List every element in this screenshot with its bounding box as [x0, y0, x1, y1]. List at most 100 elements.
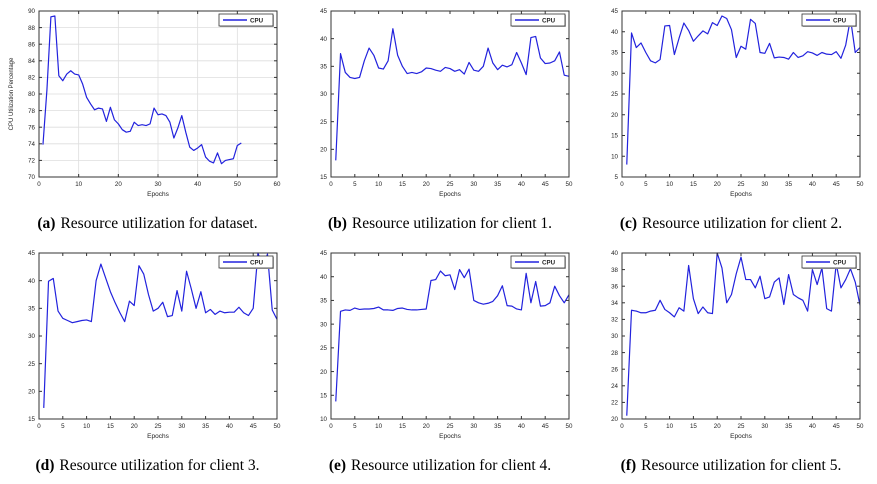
svg-text:10: 10: [320, 416, 327, 423]
tick-marks-f: [621, 252, 861, 420]
svg-text:10: 10: [83, 423, 90, 430]
tick-marks-b: [330, 10, 570, 178]
tick-marks-a: [38, 10, 277, 178]
svg-text:5: 5: [353, 423, 357, 430]
svg-text:40: 40: [809, 181, 816, 188]
svg-text:45: 45: [611, 8, 618, 15]
grid-a: [38, 11, 277, 177]
subplot-c-caption: (c) Resource utilization for client 2.: [620, 215, 842, 234]
svg-text:5: 5: [644, 181, 648, 188]
legend-label: CPU: [833, 259, 847, 266]
svg-text:50: 50: [233, 181, 240, 188]
svg-text:15: 15: [320, 392, 327, 399]
svg-text:40: 40: [611, 29, 618, 36]
svg-text:15: 15: [690, 181, 697, 188]
svg-text:36: 36: [611, 283, 618, 290]
subplot-e-caption-label: (e): [328, 457, 347, 474]
subplot-a-caption-text: Resource utilization for dataset.: [60, 215, 258, 232]
subplot-d-caption-text: Resource utilization for client 3.: [59, 457, 260, 474]
svg-text:20: 20: [320, 147, 327, 154]
svg-text:5: 5: [61, 423, 65, 430]
svg-text:25: 25: [320, 345, 327, 352]
subplot-a: 0 10 20 30 40 50 60 70 72 74 76 78 80 82 84 86 88 90 Epoch…: [0, 0, 295, 242]
svg-text:25: 25: [738, 181, 745, 188]
subplot-d: 0 5 10 15 20 25 30 35 40 45 50 15 20 25 30 35 40 45 Epochs…: [0, 242, 295, 484]
svg-text:78: 78: [28, 108, 35, 115]
svg-text:38: 38: [611, 267, 618, 274]
svg-text:20: 20: [714, 181, 721, 188]
y-tick-labels-a: 70 72 74 76 78 80 82 84 86 88 90: [28, 8, 35, 181]
svg-text:45: 45: [542, 423, 549, 430]
plot-area-f: [621, 252, 861, 420]
svg-text:45: 45: [28, 250, 35, 257]
svg-text:30: 30: [178, 423, 185, 430]
svg-text:35: 35: [494, 423, 501, 430]
svg-text:20: 20: [130, 423, 137, 430]
svg-text:35: 35: [785, 181, 792, 188]
svg-text:30: 30: [154, 181, 161, 188]
svg-text:10: 10: [666, 181, 673, 188]
svg-text:25: 25: [154, 423, 161, 430]
legend-e: CPU: [510, 255, 566, 269]
svg-text:0: 0: [37, 423, 41, 430]
y-tick-labels-e: 10 15 20 25 30 35 40 45: [320, 250, 327, 423]
svg-text:34: 34: [611, 300, 618, 307]
series-line-cpu-b: [335, 28, 570, 161]
svg-text:5: 5: [615, 174, 619, 181]
svg-text:30: 30: [761, 423, 768, 430]
svg-text:0: 0: [620, 181, 624, 188]
subplot-c: 0 5 10 15 20 25 30 35 40 45 50 5 10 15 20 25 30 35 40 45 Epo…: [585, 0, 877, 242]
plot-area-c: [621, 10, 861, 178]
svg-text:50: 50: [857, 181, 864, 188]
chart-e-cpu-utilization: 0 5 10 15 20 25 30 35 40 45 50 10 15 20 25 30 35 40 45 Epoc…: [320, 250, 573, 440]
svg-text:0: 0: [37, 181, 41, 188]
svg-text:20: 20: [114, 181, 121, 188]
svg-text:45: 45: [320, 8, 327, 15]
svg-text:15: 15: [399, 181, 406, 188]
svg-text:45: 45: [249, 423, 256, 430]
chart-c-cpu-utilization: 0 5 10 15 20 25 30 35 40 45 5051015202530354045Epo…: [611, 8, 864, 198]
svg-text:5: 5: [353, 181, 357, 188]
svg-text:15: 15: [399, 423, 406, 430]
subplot-b-caption-text: Resource utilization for client 1.: [351, 215, 553, 232]
svg-text:90: 90: [28, 8, 35, 15]
x-axis-label-f: Epochs: [730, 433, 752, 440]
svg-text:20: 20: [423, 181, 430, 188]
legend-d: CPU: [218, 255, 274, 269]
svg-text:30: 30: [470, 423, 477, 430]
svg-text:50: 50: [566, 181, 573, 188]
legend-a: CPU: [218, 13, 274, 27]
svg-text:5: 5: [644, 423, 648, 430]
y-tick-labels-f: 20 22 24 26 28 30 32 34 36 38 40: [611, 250, 618, 423]
svg-text:40: 40: [320, 274, 327, 281]
y-tick-labels-c: 5 10 15 20 25 30 35 40 45: [611, 8, 618, 181]
svg-text:10: 10: [75, 181, 82, 188]
svg-text:25: 25: [447, 181, 454, 188]
chart-b-cpu-utilization: 0 5 10 15 20 25 30 35 40 45 50 15 20 25 30 35 40 45 Epochs…: [320, 8, 573, 198]
x-tick-labels-a: 0 10 20 30 40 50 60: [37, 181, 281, 188]
svg-text:30: 30: [320, 91, 327, 98]
subplot-e-caption-text: Resource utilization for client 4.: [351, 457, 552, 474]
svg-text:28: 28: [611, 350, 618, 357]
svg-text:40: 40: [194, 181, 201, 188]
legend-f: CPU: [801, 255, 857, 269]
svg-text:30: 30: [320, 321, 327, 328]
x-axis-label-c: Epochs: [730, 191, 752, 198]
legend-label: CPU: [250, 259, 264, 266]
x-axis-label-a: Epochs: [147, 191, 169, 198]
svg-text:80: 80: [28, 91, 35, 98]
x-tick-labels-d: 0 5 10 15 20 25 30 35 40 45 50: [37, 423, 281, 430]
svg-text:0: 0: [329, 181, 333, 188]
svg-text:35: 35: [611, 50, 618, 57]
svg-text:0: 0: [620, 423, 624, 430]
svg-text:25: 25: [320, 119, 327, 126]
plot-area-e: [330, 252, 570, 420]
legend-c: CPU: [801, 13, 857, 27]
svg-text:70: 70: [28, 174, 35, 181]
svg-text:40: 40: [320, 36, 327, 43]
svg-text:40: 40: [809, 423, 816, 430]
svg-text:88: 88: [28, 25, 35, 32]
svg-text:35: 35: [494, 181, 501, 188]
svg-text:30: 30: [611, 70, 618, 77]
